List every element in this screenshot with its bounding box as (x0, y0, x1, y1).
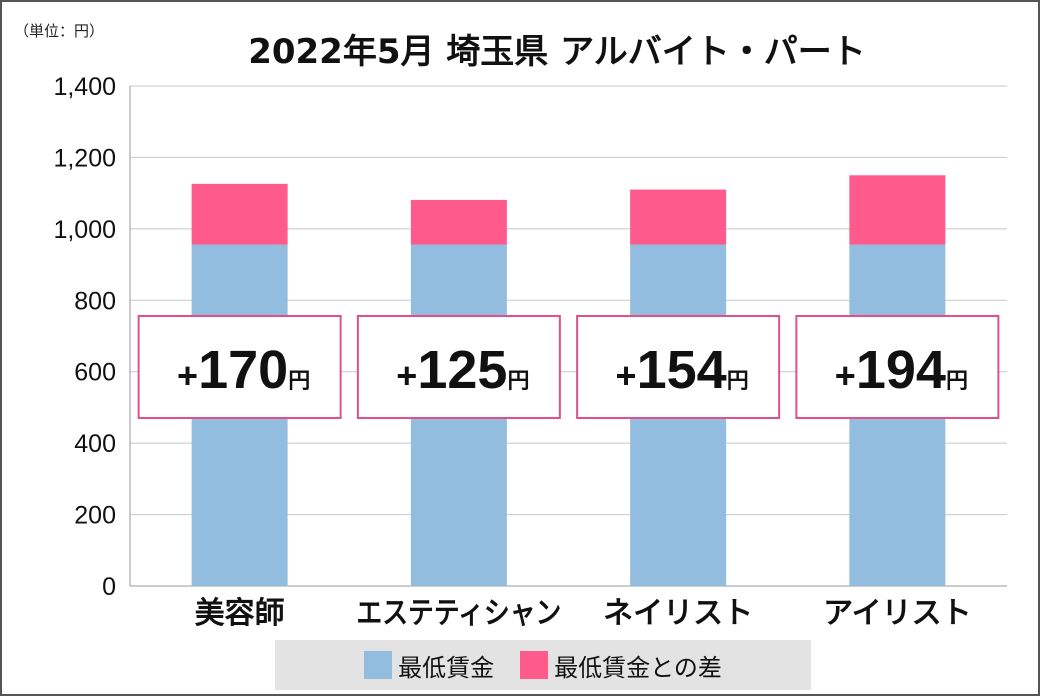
y-tick-label: 1,400 (53, 73, 116, 101)
x-category-label: ネイリスト (603, 596, 753, 631)
annotation-value: 194 (856, 340, 946, 400)
y-tick-label: 0 (102, 573, 116, 601)
legend-label-minimum-wage: 最低賃金 (398, 653, 495, 682)
x-category-label: 美容師 (195, 596, 285, 631)
difference-annotation-box (356, 315, 561, 419)
y-tick-label: 600 (74, 359, 116, 387)
annotation-prefix: + (177, 355, 198, 396)
legend-item-difference: 最低賃金との差 (520, 648, 722, 683)
annotation-unit: 円 (727, 369, 749, 394)
annotation-unit: 円 (507, 369, 529, 394)
bar-difference (849, 175, 946, 245)
annotation-value: 170 (198, 340, 288, 400)
y-tick-label: 1,000 (53, 216, 116, 244)
annotation-unit: 円 (946, 369, 968, 394)
y-tick-label: 1,200 (53, 144, 116, 172)
bar-difference (191, 183, 288, 245)
chart-title: 2022年5月 埼玉県 アルバイト・パート (248, 32, 866, 72)
legend-label-difference: 最低賃金との差 (554, 653, 722, 682)
annotation-prefix: + (616, 355, 637, 396)
bar-difference (630, 189, 727, 245)
y-tick-label: 800 (74, 287, 116, 315)
difference-annotation-box (137, 315, 342, 419)
legend-item-minimum-wage: 最低賃金 (364, 648, 494, 683)
difference-annotation: +125円 (396, 340, 529, 400)
annotation-value: 154 (637, 340, 727, 400)
bar-difference (410, 199, 507, 245)
difference-annotation: +154円 (616, 340, 749, 400)
legend: 最低賃金 最低賃金との差 (275, 640, 811, 690)
annotation-value: 125 (417, 340, 507, 400)
x-category-label: エステティシャン (356, 596, 561, 631)
legend-swatch-difference (520, 651, 549, 679)
y-tick-label: 200 (74, 502, 116, 530)
difference-annotation: +170円 (177, 340, 310, 400)
annotation-unit: 円 (288, 369, 310, 394)
x-category-label: アイリスト (823, 596, 972, 631)
legend-swatch-minimum-wage (364, 651, 393, 679)
annotation-prefix: + (835, 355, 856, 396)
difference-annotation-box (795, 315, 1000, 419)
difference-annotation: +194円 (835, 340, 968, 400)
unit-label: （単位：円） (14, 22, 105, 40)
annotation-prefix: + (396, 355, 417, 396)
y-tick-label: 400 (74, 430, 116, 458)
difference-annotation-box (576, 315, 781, 419)
